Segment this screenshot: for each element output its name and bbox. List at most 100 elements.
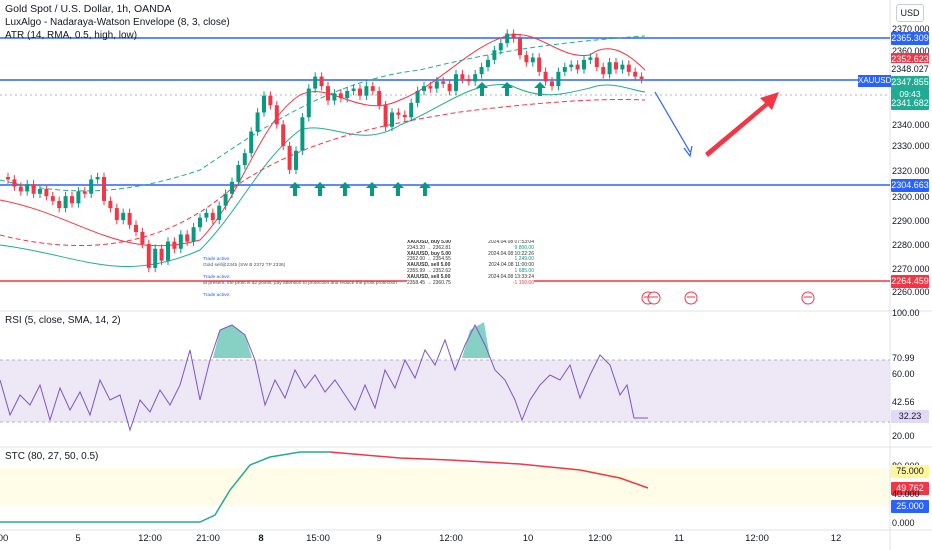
- candle: [287, 145, 292, 170]
- candle: [217, 205, 222, 221]
- candle: [569, 64, 574, 68]
- candle: [319, 76, 324, 87]
- rsi-tick: 100.00: [892, 308, 920, 318]
- time-tick: 12: [830, 533, 842, 544]
- candle: [562, 67, 567, 72]
- candle: [294, 150, 298, 170]
- candle: [236, 165, 241, 182]
- rsi-line: [0, 323, 648, 432]
- up-arrow-signal-icon: [476, 82, 488, 96]
- candle: [313, 76, 318, 89]
- candle: [358, 88, 362, 96]
- time-tick: 10: [522, 533, 534, 544]
- candle: [332, 93, 337, 101]
- candle: [473, 74, 478, 82]
- rsi-tick: 20.00: [892, 431, 915, 441]
- rsi-value-tag: 32.23: [891, 410, 929, 423]
- candle: [428, 86, 433, 89]
- candle: [57, 200, 62, 209]
- candle: [274, 105, 279, 125]
- stc-legend[interactable]: STC (80, 27, 50, 0.5): [5, 451, 99, 462]
- candle: [114, 208, 119, 221]
- time-tick: 12:00: [745, 533, 769, 544]
- candle: [38, 188, 42, 194]
- candle: [447, 83, 452, 91]
- candle: [422, 86, 426, 91]
- candle: [454, 74, 458, 91]
- candle: [6, 177, 10, 180]
- price-tick: 2320.000: [892, 166, 930, 176]
- stc-band: [0, 468, 890, 506]
- candle: [300, 117, 305, 151]
- candle: [127, 212, 132, 225]
- candlestick-series: [6, 29, 644, 273]
- candle: [543, 71, 548, 82]
- up-arrow-signal-icon: [419, 182, 431, 196]
- price-tag: 2304.663: [891, 179, 929, 192]
- currency-button[interactable]: USD: [896, 4, 924, 22]
- candle: [210, 212, 215, 221]
- up-arrow-signal-icon: [339, 182, 351, 196]
- stc-tag: 25.000: [891, 500, 929, 513]
- candle: [364, 86, 369, 96]
- projection-down-arrow-icon: [654, 91, 691, 153]
- time-tick: 8: [258, 533, 264, 544]
- candle: [249, 131, 254, 154]
- candle: [466, 78, 471, 82]
- candle: [268, 95, 273, 106]
- rsi-tick: 60.00: [892, 369, 915, 379]
- candle: [511, 33, 516, 39]
- candle: [95, 177, 100, 180]
- rsi-legend[interactable]: RSI (5, close, SMA, 14, 2): [5, 315, 121, 326]
- candle: [82, 191, 87, 194]
- price-tick: 2300.000: [892, 192, 930, 202]
- price-tick: 2340.000: [892, 120, 930, 130]
- candle: [172, 241, 177, 249]
- candle: [582, 59, 586, 70]
- candle: [556, 71, 561, 87]
- candle: [486, 59, 490, 68]
- candle: [25, 184, 30, 192]
- stc-line-falling: [329, 451, 649, 489]
- stc-tag: 75.000: [891, 465, 929, 478]
- candle: [415, 90, 420, 103]
- candle: [377, 90, 382, 106]
- chart-title: Gold Spot / U.S. Dollar, 1h, OANDA: [5, 3, 172, 15]
- candle: [146, 243, 151, 268]
- candle: [76, 191, 81, 204]
- candle: [31, 184, 36, 194]
- candle: [198, 217, 202, 228]
- candle: [63, 196, 68, 209]
- stc-tick: 0.000: [892, 518, 915, 528]
- symbol-tag: XAUUSD: [858, 75, 892, 87]
- candle: [281, 124, 286, 146]
- trade-history-panel: XAUUSD, buy 5.00 2024.04.08 07:53:04 2343…: [407, 240, 534, 310]
- time-tick: 9: [376, 533, 382, 544]
- rsi-band: [0, 360, 890, 422]
- candle: [492, 50, 497, 60]
- candle: [505, 33, 510, 44]
- candle: [601, 67, 606, 75]
- candle: [409, 102, 414, 118]
- candle: [102, 177, 106, 201]
- price-tick: 2330.000: [892, 141, 930, 151]
- event-flags[interactable]: [641, 291, 815, 305]
- up-arrow-signal-icon: [366, 182, 378, 196]
- time-tick: 12:00: [588, 533, 612, 544]
- rsi-tick: 70.99: [892, 353, 915, 363]
- candle: [262, 95, 266, 113]
- trade-notes: Trade active: Gold sell@2345 (SW B 2372 …: [203, 257, 397, 298]
- candle: [498, 43, 503, 51]
- envelope-legend[interactable]: LuxAlgo - Nadaraya-Watson Envelope (8, 3…: [5, 17, 230, 28]
- price-tick: 2260.000: [892, 287, 930, 297]
- candle: [306, 88, 311, 118]
- candle: [390, 112, 394, 127]
- buy-signals: [289, 82, 546, 196]
- up-arrow-signal-icon: [534, 82, 546, 96]
- candle: [530, 57, 535, 63]
- time-tick: 12:00: [138, 533, 162, 544]
- atr-legend[interactable]: ATR (14, RMA, 0.5, high, low): [5, 30, 138, 41]
- candle: [524, 55, 529, 63]
- candle: [166, 241, 170, 261]
- countdown: 09:43: [891, 89, 929, 100]
